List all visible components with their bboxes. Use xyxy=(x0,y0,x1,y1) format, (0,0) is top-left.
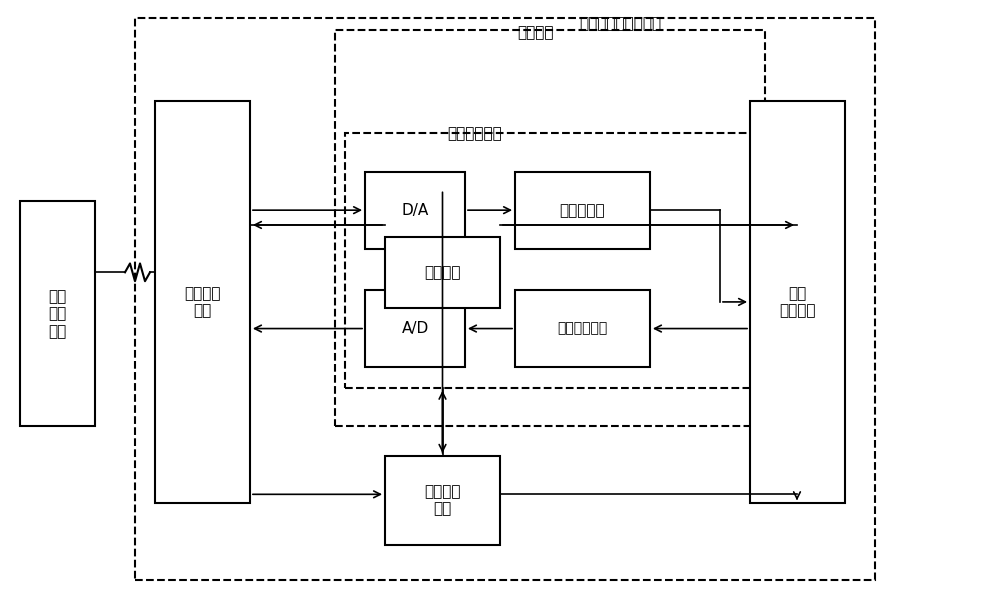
Bar xyxy=(515,290,650,367)
Bar xyxy=(750,101,845,503)
Bar xyxy=(345,133,755,388)
Text: 发射端和反射接收端: 发射端和反射接收端 xyxy=(579,16,661,31)
Text: 微型电池: 微型电池 xyxy=(424,265,461,280)
Text: 后台
处理
系统: 后台 处理 系统 xyxy=(48,289,67,339)
Text: 无线通信
模块: 无线通信 模块 xyxy=(184,286,221,318)
Text: 超声
探头阵列: 超声 探头阵列 xyxy=(779,286,816,318)
Bar xyxy=(385,456,500,545)
Text: D/A: D/A xyxy=(401,202,429,218)
Text: 电路模块: 电路模块 xyxy=(517,25,553,40)
Bar xyxy=(515,172,650,249)
Bar xyxy=(365,290,465,367)
Text: 功率放大器: 功率放大器 xyxy=(560,202,605,218)
Bar xyxy=(20,201,95,426)
Text: A/D: A/D xyxy=(401,321,429,336)
Text: 滑动控制
模块: 滑动控制 模块 xyxy=(424,484,461,516)
Bar xyxy=(155,101,250,503)
Bar xyxy=(135,18,875,580)
Text: 信号收发电路: 信号收发电路 xyxy=(448,126,502,141)
Bar xyxy=(385,237,500,308)
Bar xyxy=(335,30,765,426)
Bar xyxy=(365,172,465,249)
Text: 低噪声放大器: 低噪声放大器 xyxy=(557,321,608,336)
